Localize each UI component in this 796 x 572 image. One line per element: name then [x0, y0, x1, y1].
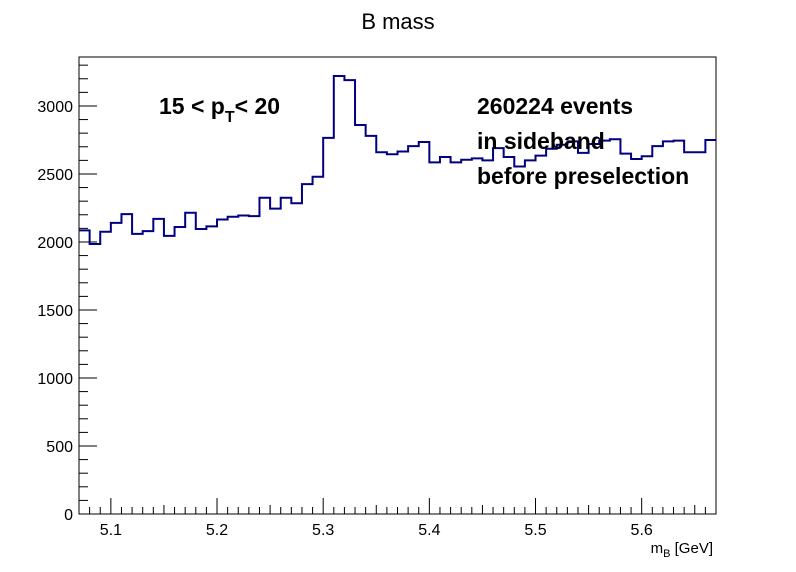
pt-range-left: 15 < p [159, 93, 225, 119]
y-tick-label: 2000 [37, 235, 73, 252]
x-axis-label: mB [GeV] [651, 540, 713, 560]
x-tick-label: 5.4 [418, 522, 440, 539]
y-tick-label: 500 [46, 439, 73, 456]
pt-range-sub: T [225, 109, 235, 126]
x-tick-label: 5.5 [524, 522, 546, 539]
pt-range-right: < 20 [235, 93, 280, 119]
events-annotation-line2: in sideband [477, 128, 605, 154]
y-tick-label: 3000 [37, 99, 73, 116]
y-tick-label: 0 [64, 507, 73, 524]
x-axis-label-unit: [GeV] [670, 540, 713, 557]
events-annotation-line1: 260224 events [477, 93, 633, 119]
y-axis: 0 500 1000 1500 2000 2500 3000 [37, 64, 97, 524]
y-tick-label: 1500 [37, 303, 73, 320]
x-tick-label: 5.1 [100, 522, 122, 539]
y-tick-label: 2500 [37, 167, 73, 184]
histogram-series-line [79, 75, 716, 246]
plot-frame [78, 56, 717, 515]
chart-title: B mass [361, 9, 434, 34]
x-axis-label-sub: B [663, 548, 670, 560]
y-tick-label: 1000 [37, 371, 73, 388]
pt-range-annotation: 15 < pT< 20 [159, 93, 280, 126]
x-axis: 5.1 5.2 5.3 5.4 5.5 5.6 [78, 498, 717, 539]
x-tick-label: 5.6 [631, 522, 653, 539]
x-tick-label: 5.2 [206, 522, 228, 539]
x-axis-label-main: m [651, 540, 664, 557]
x-tick-label: 5.3 [312, 522, 334, 539]
events-annotation-line3: before preselection [477, 163, 689, 189]
